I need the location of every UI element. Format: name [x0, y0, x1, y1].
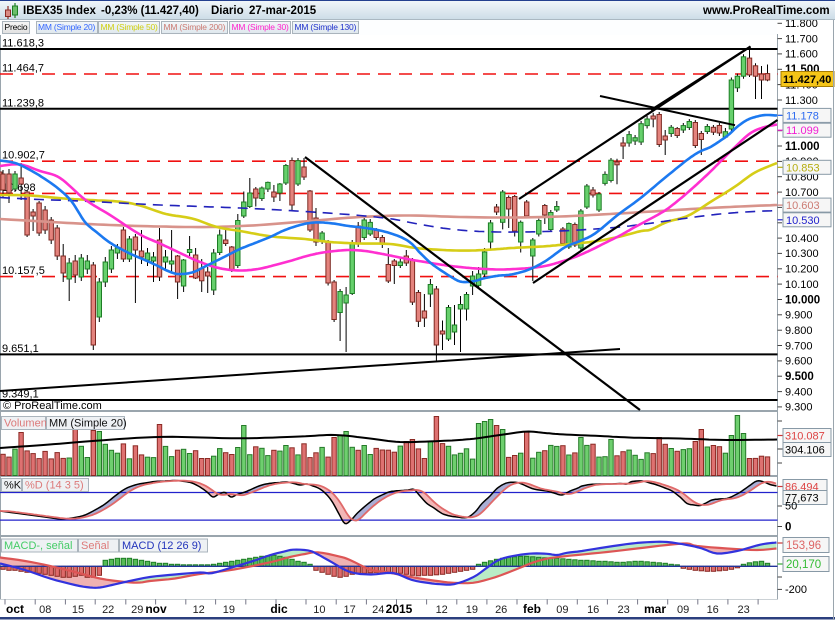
svg-text:20,170: 20,170: [786, 559, 821, 571]
svg-text:77,673: 77,673: [785, 493, 819, 505]
svg-text:10.603: 10.603: [786, 200, 820, 212]
svg-text:11.700: 11.700: [785, 33, 818, 45]
svg-text:9.500: 9.500: [785, 371, 814, 383]
svg-text:9.900: 9.900: [785, 310, 813, 322]
svg-text:12: 12: [193, 604, 205, 616]
svg-text:23: 23: [617, 604, 629, 616]
svg-text:11.427,40: 11.427,40: [783, 74, 831, 86]
svg-text:11.464,7: 11.464,7: [2, 63, 44, 75]
svg-text:23: 23: [737, 604, 749, 616]
svg-text:26: 26: [495, 604, 507, 616]
svg-text:10.300: 10.300: [785, 248, 819, 260]
svg-text:© ProRealTime.com: © ProRealTime.com: [3, 400, 102, 412]
svg-text:10.700: 10.700: [785, 187, 819, 199]
svg-text:-200: -200: [785, 584, 807, 596]
svg-text:17: 17: [343, 604, 355, 616]
svg-text:MM (Simple 20): MM (Simple 20): [49, 418, 127, 430]
svg-text:29: 29: [131, 604, 143, 616]
svg-text:Volumen: Volumen: [4, 418, 47, 430]
svg-text:nov: nov: [145, 602, 167, 616]
svg-text:15: 15: [72, 604, 84, 616]
svg-text:310.087: 310.087: [785, 431, 825, 443]
svg-text:9.651,1: 9.651,1: [2, 343, 39, 355]
svg-text:11.000: 11.000: [785, 141, 820, 153]
svg-text:09: 09: [677, 604, 689, 616]
svg-text:153,96: 153,96: [786, 540, 821, 552]
svg-text:11.239,8: 11.239,8: [2, 97, 44, 109]
svg-text:16: 16: [707, 604, 719, 616]
svg-text:9.300: 9.300: [785, 402, 813, 414]
svg-text:50: 50: [785, 501, 797, 513]
svg-text:12: 12: [436, 604, 448, 616]
svg-text:10: 10: [313, 604, 325, 616]
svg-text:09: 09: [556, 604, 568, 616]
svg-text:%K: %K: [4, 480, 22, 492]
svg-text:11.800: 11.800: [785, 18, 818, 30]
svg-text:08: 08: [39, 604, 51, 616]
svg-text:dic: dic: [270, 602, 288, 616]
svg-text:MACD (12 26 9): MACD (12 26 9): [122, 540, 201, 552]
svg-text:feb: feb: [523, 602, 541, 616]
svg-text:9.349,1: 9.349,1: [2, 389, 39, 401]
svg-text:Señal: Señal: [81, 540, 109, 552]
svg-text:MACD-, señal: MACD-, señal: [4, 540, 72, 552]
svg-text:oct: oct: [6, 602, 24, 616]
svg-text:16: 16: [587, 604, 599, 616]
svg-text:10.000: 10.000: [785, 294, 820, 306]
svg-text:11.300: 11.300: [785, 95, 818, 107]
svg-text:10.400: 10.400: [785, 233, 819, 245]
svg-text:304.106: 304.106: [785, 445, 825, 457]
svg-text:2015: 2015: [386, 602, 413, 616]
svg-text:10.200: 10.200: [785, 264, 819, 276]
svg-text:9.600: 9.600: [785, 356, 813, 368]
svg-text:24: 24: [372, 604, 384, 616]
svg-text:%D (14 3 5): %D (14 3 5): [25, 480, 84, 492]
svg-text:19: 19: [466, 604, 478, 616]
svg-text:22: 22: [102, 604, 114, 616]
svg-text:0: 0: [785, 522, 791, 534]
svg-text:9.800: 9.800: [785, 325, 813, 337]
svg-text:10.902,7: 10.902,7: [2, 150, 45, 162]
svg-text:11.618,3: 11.618,3: [2, 38, 44, 50]
svg-text:10.530: 10.530: [786, 215, 820, 227]
svg-text:11.600: 11.600: [785, 49, 818, 61]
svg-text:mar: mar: [644, 602, 666, 616]
svg-text:9.700: 9.700: [785, 340, 813, 352]
svg-text:11.099: 11.099: [786, 125, 819, 137]
svg-text:10.100: 10.100: [785, 279, 819, 291]
svg-text:9.400: 9.400: [785, 386, 813, 398]
svg-text:10.853: 10.853: [786, 162, 820, 174]
svg-text:11.178: 11.178: [786, 110, 819, 122]
svg-text:19: 19: [223, 604, 235, 616]
svg-text:10.157,5: 10.157,5: [2, 265, 45, 277]
